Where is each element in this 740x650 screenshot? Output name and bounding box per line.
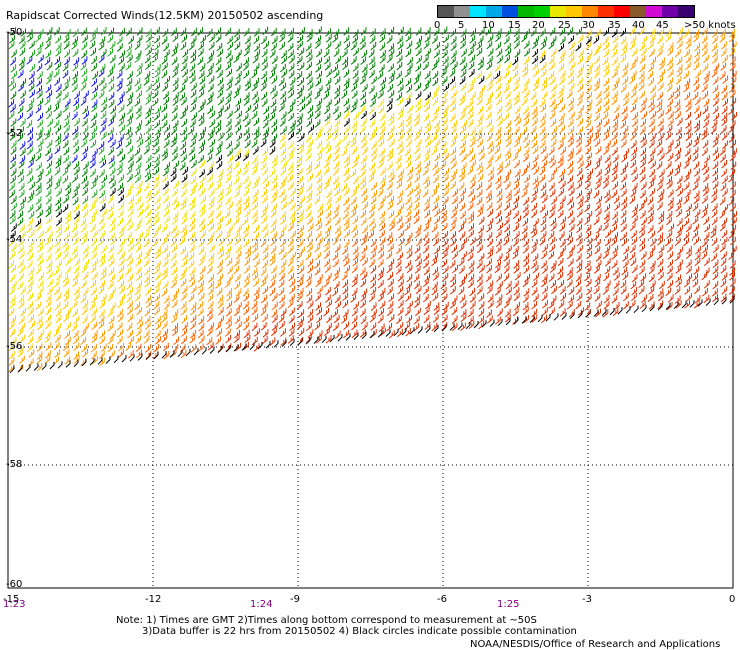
x-tick: -9 xyxy=(290,594,300,605)
wind-barb-group xyxy=(8,26,582,226)
x-tick: -6 xyxy=(437,594,447,605)
y-tick: -54 xyxy=(6,234,23,245)
scale-swatch xyxy=(486,6,502,17)
scale-swatch xyxy=(614,6,630,17)
scale-label: 0 xyxy=(434,20,441,31)
scale-label: 35 xyxy=(608,20,621,31)
scale-label: 15 xyxy=(508,20,521,31)
wind-barb-group xyxy=(8,27,161,225)
scale-swatch xyxy=(470,6,486,17)
y-tick: -56 xyxy=(6,341,23,352)
scale-swatch xyxy=(598,6,614,17)
color-scale-labels: 0 5 10 15 20 25 30 35 40 45 >50 knots xyxy=(434,20,740,32)
wind-barb-group xyxy=(118,56,737,360)
scale-swatch xyxy=(678,6,694,17)
wind-barb-group xyxy=(8,26,690,360)
note-line-1: Note: 1) Times are GMT 2)Times along bot… xyxy=(116,615,537,626)
footer-note: Note: 1) Times are GMT 2)Times along bot… xyxy=(116,615,577,637)
scale-swatch xyxy=(534,6,550,17)
y-tick: -60 xyxy=(6,579,23,590)
scale-label: 20 xyxy=(532,20,545,31)
scale-label: 10 xyxy=(482,20,495,31)
wind-barb-group xyxy=(8,27,737,373)
x-tick: -15 xyxy=(3,594,20,605)
wind-barb-group xyxy=(207,97,737,352)
plot-frame xyxy=(7,32,734,589)
scale-swatch xyxy=(550,6,566,17)
scale-swatch xyxy=(566,6,582,17)
scale-label: 5 xyxy=(458,20,465,31)
y-tick: -50 xyxy=(6,27,23,38)
time-label: 1:23 xyxy=(3,599,26,610)
x-tick: -12 xyxy=(145,594,162,605)
scale-swatch xyxy=(502,6,518,17)
scale-swatch xyxy=(646,6,662,17)
scale-label: 30 xyxy=(582,20,595,31)
scale-label: 25 xyxy=(558,20,571,31)
x-tick: 0 xyxy=(729,594,736,605)
time-label: 1:24 xyxy=(250,599,273,610)
wind-barb-group xyxy=(8,54,125,169)
credit-text: NOAA/NESDIS/Office of Research and Appli… xyxy=(470,639,721,650)
map-title: Rapidscat Corrected Winds(12.5KM) 201505… xyxy=(6,9,324,22)
wind-barb-group xyxy=(8,62,512,309)
note-line-2: 3)Data buffer is 22 hrs from 20150502 4)… xyxy=(142,626,577,637)
scale-label: 40 xyxy=(632,20,645,31)
wind-barbs xyxy=(8,26,737,373)
x-tick: -3 xyxy=(582,594,592,605)
scale-swatch xyxy=(630,6,646,17)
scale-swatch xyxy=(438,6,454,17)
edge-barbs xyxy=(9,296,735,374)
wind-barb-group xyxy=(9,27,626,239)
color-scale xyxy=(437,5,695,18)
scale-label: 45 xyxy=(656,20,669,31)
scale-swatch xyxy=(454,6,470,17)
y-tick: -52 xyxy=(6,128,23,139)
scale-swatch xyxy=(518,6,534,17)
scale-swatch xyxy=(662,6,678,17)
scale-swatch xyxy=(582,6,598,17)
time-label: 1:25 xyxy=(497,599,520,610)
scale-label: >50 knots xyxy=(684,20,736,31)
y-tick: -58 xyxy=(6,459,23,470)
